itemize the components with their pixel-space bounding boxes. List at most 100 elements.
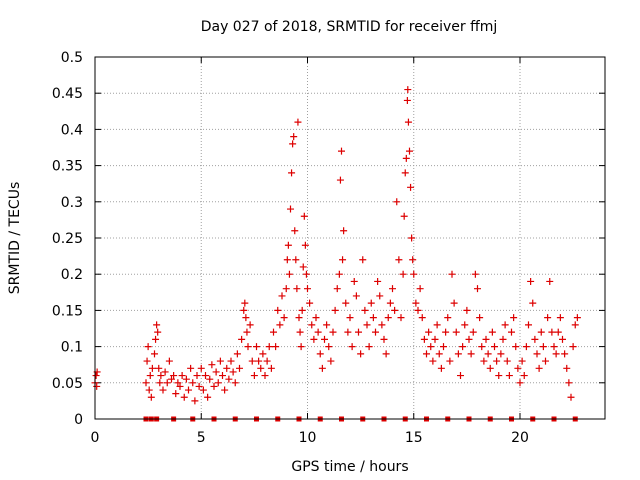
data-point xyxy=(241,299,249,307)
data-point xyxy=(389,285,396,293)
data-point xyxy=(308,321,316,329)
data-point xyxy=(535,364,543,372)
data-point xyxy=(321,335,328,343)
data-point xyxy=(412,299,420,307)
data-point xyxy=(92,372,100,380)
data-point xyxy=(569,343,577,351)
data-point xyxy=(514,364,522,372)
data-point xyxy=(227,357,235,365)
data-point xyxy=(474,285,481,293)
data-point xyxy=(386,299,394,307)
y-tick-label: 0.35 xyxy=(52,159,83,175)
data-point xyxy=(440,343,447,351)
data-point xyxy=(437,364,445,372)
data-point xyxy=(146,372,154,380)
data-point xyxy=(469,328,477,336)
data-point xyxy=(427,343,435,351)
data-point xyxy=(157,372,165,380)
data-point xyxy=(459,343,467,351)
data-point xyxy=(225,375,233,383)
data-point xyxy=(297,343,305,351)
data-point xyxy=(384,314,392,322)
data-point xyxy=(429,357,437,365)
data-point xyxy=(165,357,173,365)
data-point xyxy=(244,343,252,351)
data-point xyxy=(216,357,224,365)
data-point xyxy=(253,343,260,351)
data-point xyxy=(391,306,399,314)
data-point xyxy=(409,256,417,264)
data-point xyxy=(152,335,160,343)
data-point xyxy=(497,350,505,358)
data-point xyxy=(342,299,350,307)
data-point xyxy=(280,314,288,322)
data-point xyxy=(340,227,348,235)
data-point xyxy=(508,328,515,336)
data-point xyxy=(272,343,280,351)
data-point xyxy=(331,306,339,314)
data-point xyxy=(327,357,335,365)
x-tick-label: 15 xyxy=(405,430,423,446)
data-point xyxy=(208,361,216,369)
plot-frame xyxy=(94,56,606,420)
data-point xyxy=(542,357,549,365)
data-point xyxy=(283,256,291,264)
data-point xyxy=(221,386,229,394)
data-point xyxy=(352,292,360,300)
data-point xyxy=(219,372,226,380)
data-point xyxy=(369,314,377,322)
y-tick-label: 0.05 xyxy=(52,376,83,392)
data-point xyxy=(210,382,218,390)
data-point xyxy=(374,277,382,285)
data-point xyxy=(246,321,254,329)
data-point xyxy=(482,335,490,343)
y-axis-label: SRMTID / TECUs xyxy=(7,182,23,295)
data-point xyxy=(325,343,333,351)
data-point xyxy=(457,372,464,380)
data-point xyxy=(168,375,175,383)
data-point xyxy=(151,350,158,358)
data-point xyxy=(423,350,430,358)
data-point xyxy=(478,343,486,351)
data-point xyxy=(452,328,460,336)
data-point xyxy=(204,393,212,401)
data-point xyxy=(435,350,443,358)
data-point xyxy=(233,350,241,358)
data-point xyxy=(193,372,201,380)
data-point xyxy=(310,335,318,343)
data-point xyxy=(404,118,412,126)
data-point xyxy=(401,169,409,177)
y-tick-label: 0.1 xyxy=(61,340,83,356)
data-point xyxy=(182,375,190,383)
data-point xyxy=(414,306,422,314)
data-point xyxy=(174,379,182,387)
data-point xyxy=(274,306,282,314)
data-point xyxy=(565,379,573,387)
data-point xyxy=(229,368,237,376)
y-tick-label: 0.2 xyxy=(61,267,83,283)
data-point xyxy=(531,335,539,343)
chart-title: Day 027 of 2018, SRMTID for receiver ffm… xyxy=(201,19,498,35)
data-point xyxy=(154,328,162,336)
data-point xyxy=(172,390,180,398)
data-point xyxy=(491,343,498,351)
data-point xyxy=(548,328,556,336)
data-point xyxy=(493,357,501,365)
data-point xyxy=(556,314,564,322)
data-point xyxy=(533,350,541,358)
data-point xyxy=(197,364,205,372)
data-point xyxy=(461,321,469,329)
data-point xyxy=(467,350,475,358)
data-point xyxy=(395,256,403,264)
data-point xyxy=(442,328,450,336)
data-point xyxy=(408,234,416,242)
data-point xyxy=(397,314,405,322)
data-point xyxy=(520,372,528,380)
data-point xyxy=(418,314,426,322)
data-point xyxy=(93,382,101,390)
data-point xyxy=(539,343,547,351)
data-point xyxy=(400,212,408,220)
data-point xyxy=(561,350,569,358)
data-point xyxy=(143,357,151,365)
